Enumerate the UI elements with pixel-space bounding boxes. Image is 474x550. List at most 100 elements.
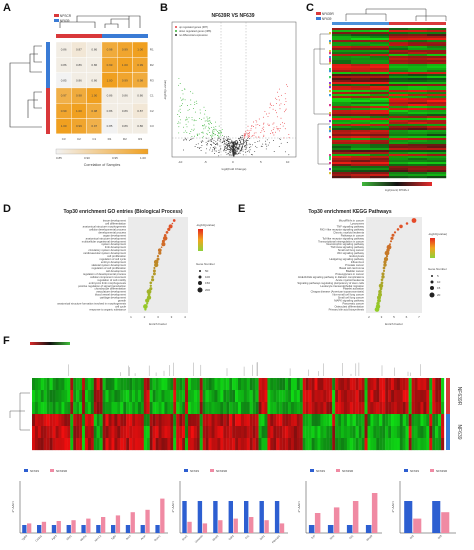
gene-cell: [399, 426, 403, 439]
gene-cell: [311, 390, 315, 403]
volcano-point: [187, 121, 189, 123]
deg-cell: [427, 176, 447, 179]
volcano-point: [225, 149, 227, 151]
deg-cell: [427, 134, 447, 137]
deg-cell: [351, 48, 371, 51]
volcano-point: [223, 144, 225, 146]
gene-cell: [46, 414, 50, 427]
gene-cell: [246, 402, 250, 415]
gene-cell: [120, 414, 124, 427]
deg-cell: [332, 128, 352, 131]
gene-cell: [46, 438, 50, 451]
gene-cell: [99, 390, 103, 403]
volcano-point: [285, 100, 287, 102]
volcano-point: [219, 151, 221, 153]
gene-cell: [332, 378, 336, 391]
deg-cell: [408, 134, 428, 137]
qpcr-legend-swatch: [336, 469, 340, 472]
volcano-point: [222, 141, 224, 143]
qpcr-bar: [86, 518, 91, 533]
volcano-point: [180, 97, 181, 99]
corr-cell-value: 0.86: [137, 124, 143, 128]
term-label: TNF signaling pathway: [337, 224, 365, 228]
gene-cell: [343, 438, 348, 451]
gene-cell: [217, 390, 221, 403]
gene-cell: [423, 390, 427, 403]
gene-cell: [396, 426, 401, 439]
volcano-point: [251, 125, 253, 127]
deg-cell: [370, 46, 390, 49]
volcano-point: [227, 143, 228, 145]
volcano-point: [259, 125, 261, 126]
gene-cell: [229, 414, 233, 427]
gene-cell: [90, 378, 94, 391]
gene-cell: [290, 438, 295, 451]
gene-cell: [99, 438, 103, 451]
enrichment-dot: [411, 218, 417, 223]
enrichment-dot: [378, 289, 382, 294]
gene-cell: [290, 402, 295, 415]
volcano-point: [225, 151, 227, 153]
volcano-point: [229, 149, 231, 151]
gene-cell: [414, 378, 418, 391]
volcano-point: [254, 142, 256, 143]
qpcr-legend-swatch: [310, 469, 314, 472]
gene-cell: [37, 426, 41, 439]
volcano-point: [211, 150, 213, 152]
gene-cell: [308, 438, 312, 451]
gene-cell: [99, 378, 103, 391]
deg-cell: [370, 98, 390, 101]
gene-cell: [346, 390, 350, 403]
deg-cell: [332, 118, 352, 121]
gene-cell: [135, 426, 139, 439]
deg-cell: [427, 34, 447, 37]
gene-cell: [117, 414, 121, 427]
volcano-point: [263, 134, 265, 136]
gene-cell: [61, 414, 65, 427]
volcano-point: [247, 133, 249, 135]
gene-cell: [405, 402, 409, 415]
gene-cell: [140, 438, 144, 451]
volcano-point: [243, 141, 244, 143]
volcano-point: [266, 145, 268, 147]
gene-cell: [396, 402, 401, 415]
deg-cell: [427, 106, 447, 109]
qpcr-legend-swatch: [210, 469, 214, 472]
gene-cell: [105, 414, 109, 427]
deg-cell: [427, 50, 447, 53]
gene-cell: [255, 426, 259, 439]
gene-cell: [311, 426, 315, 439]
deg-cell: [408, 44, 428, 47]
gene-cell: [349, 426, 353, 439]
deg-cell: [351, 64, 371, 67]
corr-col-label: R1: [108, 137, 112, 141]
volcano-point: [248, 150, 250, 152]
volcano-point: [213, 130, 215, 132]
qpcr-legend-label: NF639: [316, 469, 325, 473]
volcano-point: [238, 138, 240, 140]
volcano-point: [279, 138, 280, 140]
gene-cell: [217, 414, 221, 427]
deg-cell: [351, 58, 371, 61]
volcano-point: [192, 108, 194, 110]
gene-cell: [308, 414, 312, 427]
gene-cell: [176, 378, 180, 391]
deg-cell: [408, 28, 428, 31]
deg-cell: [351, 68, 371, 71]
deg-heatmap-cells: [329, 28, 447, 179]
gene-cell: [423, 414, 427, 427]
deg-cell: [408, 140, 428, 143]
volcano-point: [219, 149, 221, 151]
term-label: skeletal system development: [91, 263, 126, 267]
volcano-point: [236, 150, 238, 152]
gene-cell: [238, 438, 242, 451]
gene-cell: [405, 390, 409, 403]
deg-cell: [351, 158, 371, 161]
deg-cell: [370, 96, 390, 99]
deg-cell: [389, 144, 409, 147]
volcano-point: [246, 139, 248, 141]
volcano-point: [233, 147, 234, 149]
volcano-point: [194, 101, 196, 103]
top-group-strip-r: [56, 34, 102, 38]
